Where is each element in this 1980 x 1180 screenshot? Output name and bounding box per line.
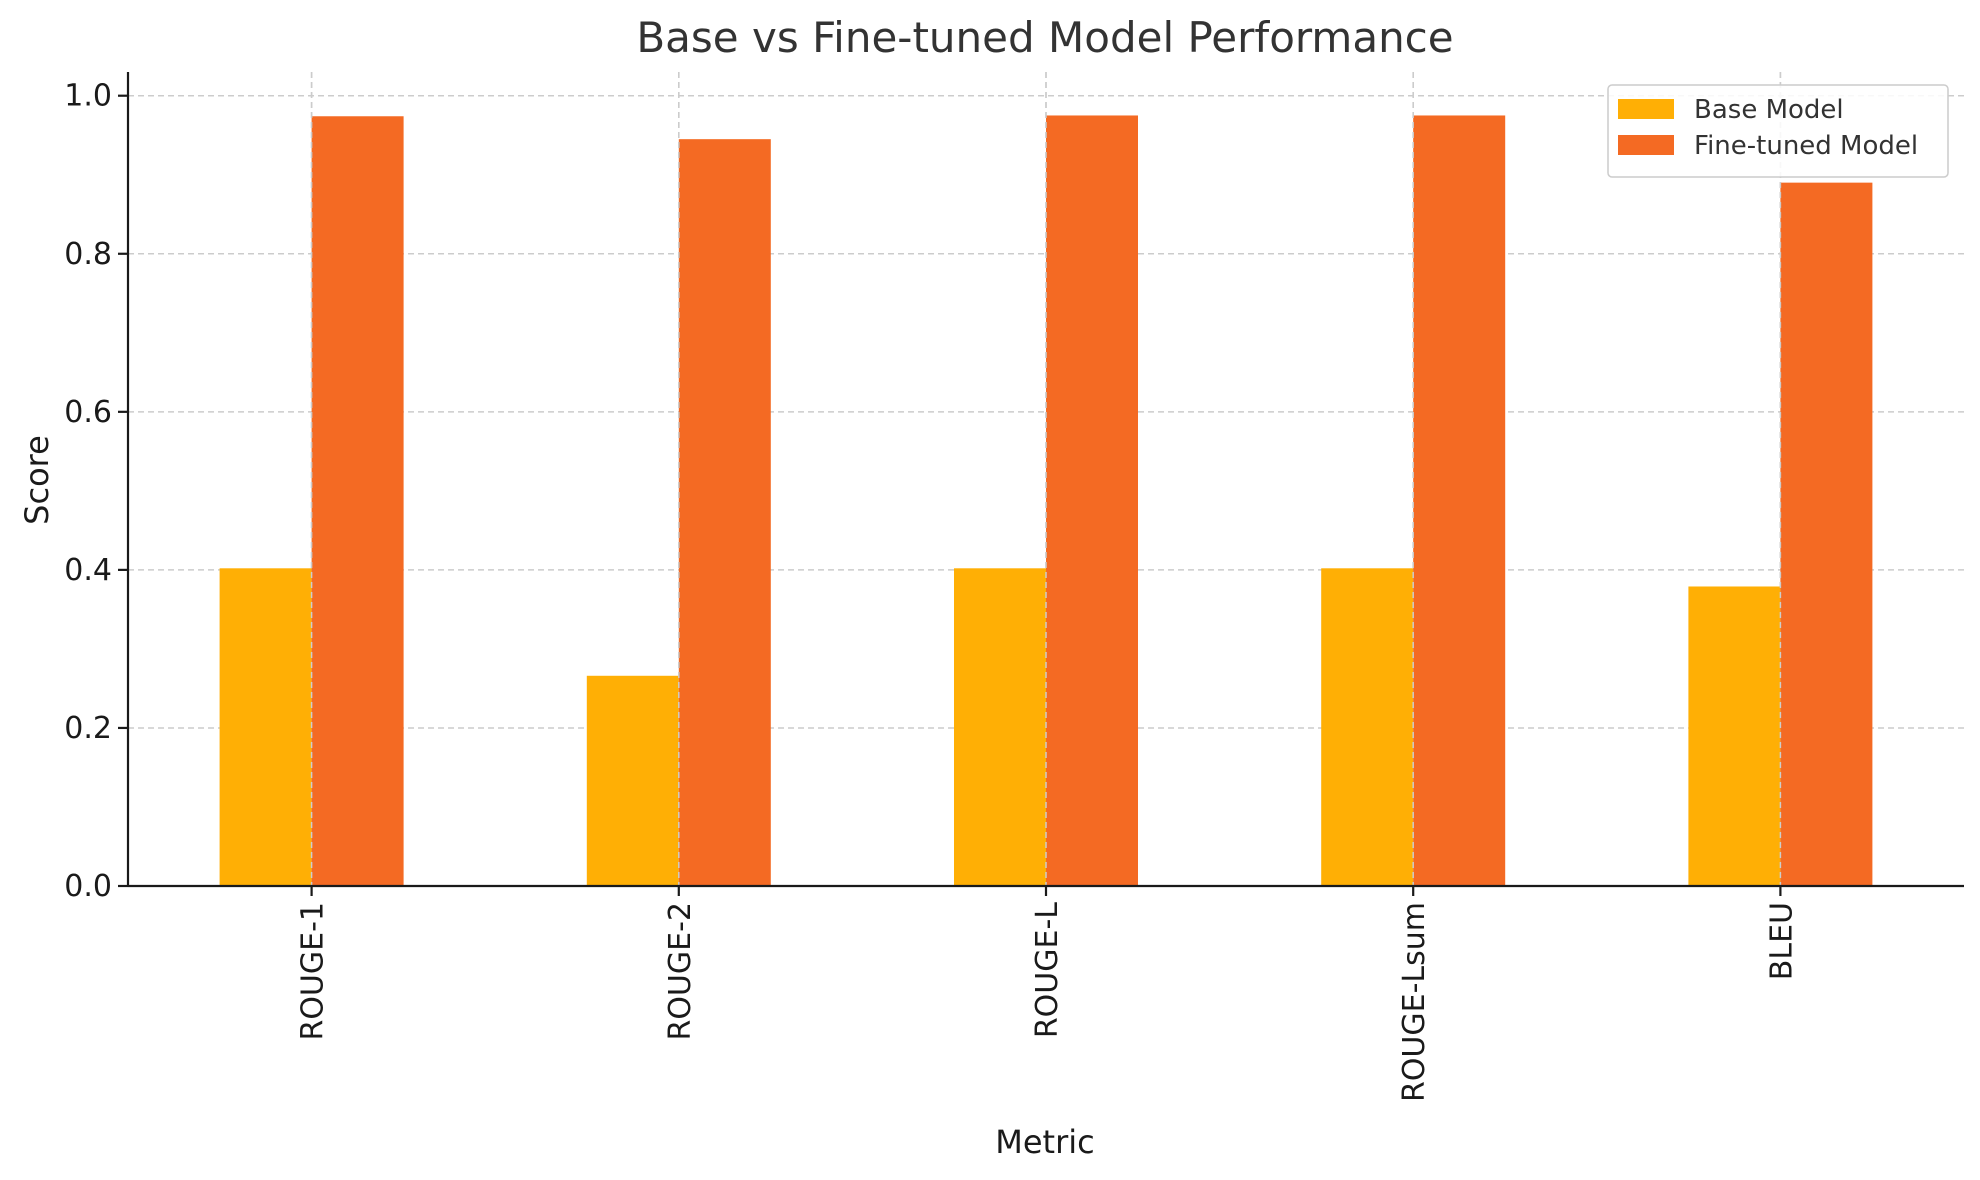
x-axis-label: Metric (995, 1123, 1094, 1161)
bar-finetuned-bleu (1780, 182, 1873, 887)
x-tick-label: ROUGE-1 (296, 902, 331, 1041)
y-axis-label: Score (18, 435, 56, 525)
y-tick-label: 0.2 (64, 711, 112, 746)
bar-base-rouge-1 (219, 568, 312, 886)
y-tick-label: 1.0 (64, 79, 112, 114)
x-tick-label: ROUGE-2 (663, 902, 698, 1041)
bar-base-rouge-l (954, 568, 1046, 886)
legend: Base Model Fine-tuned Model (1607, 84, 1949, 178)
bar-base-rouge-2 (586, 675, 679, 886)
bar-finetuned-rouge-2 (678, 139, 771, 887)
bars (219, 72, 1873, 887)
bar-base-bleu (1688, 586, 1781, 886)
legend-swatch (1618, 135, 1674, 155)
bar-finetuned-rouge-l (1046, 115, 1138, 887)
legend-label: Base Model (1694, 95, 1844, 125)
legend-label: Fine-tuned Model (1694, 131, 1918, 161)
y-tick-label: 0.8 (64, 237, 112, 272)
x-tick-label: ROUGE-Lsum (1397, 902, 1432, 1102)
x-tick-label: ROUGE-L (1030, 902, 1065, 1038)
chart-title: Base vs Fine-tuned Model Performance (636, 13, 1453, 62)
y-tick-labels: 0.0 0.2 0.4 0.6 0.8 1.0 (64, 79, 128, 904)
y-tick-label: 0.6 (64, 395, 112, 430)
bar-finetuned-rouge-1 (311, 116, 404, 887)
x-tick-labels: ROUGE-1 ROUGE-2 ROUGE-L ROUGE-Lsum BLEU (296, 886, 1799, 1102)
y-tick-label: 0.4 (64, 553, 112, 588)
bar-base-rouge-lsum (1321, 568, 1414, 886)
legend-box (1607, 84, 1949, 178)
y-tick-label: 0.0 (64, 869, 112, 904)
legend-swatch (1618, 99, 1674, 119)
x-tick-label: BLEU (1764, 902, 1799, 980)
bar-finetuned-rouge-lsum (1413, 115, 1506, 887)
